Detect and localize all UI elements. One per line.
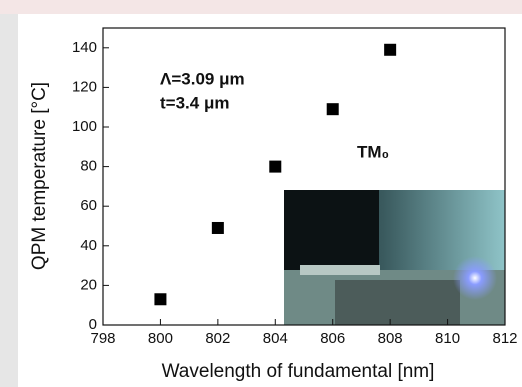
x-tick-label: 810: [435, 330, 460, 347]
data-point: [154, 293, 167, 306]
x-tick-label: 802: [205, 330, 230, 347]
y-tick-label: 120: [72, 78, 97, 95]
annotation: Λ=3.09 μm: [160, 69, 245, 88]
y-tick-label: 100: [72, 118, 97, 135]
y-tick-label: 140: [72, 39, 97, 56]
y-tick-label: 40: [80, 237, 97, 254]
x-tick-label: 798: [90, 330, 115, 347]
inset-photo: [284, 190, 505, 325]
x-tick-label: 808: [378, 330, 403, 347]
data-point: [326, 103, 339, 116]
side-strip: [0, 0, 18, 387]
x-axis-label: Wavelength of fundamental [nm]: [162, 361, 435, 382]
x-tick-label: 812: [492, 330, 517, 347]
y-tick-label: 20: [80, 276, 97, 293]
data-point: [384, 43, 397, 56]
x-tick-label: 806: [320, 330, 345, 347]
x-tick-label: 804: [263, 330, 288, 347]
top-strip: [0, 0, 522, 14]
annotation: t=3.4 μm: [160, 93, 229, 112]
plot-frame: [102, 27, 506, 326]
x-tick-label: 800: [148, 330, 173, 347]
y-tick-label: 60: [80, 197, 97, 214]
data-point: [211, 221, 224, 234]
y-tick-label: 80: [80, 158, 97, 175]
data-point: [269, 160, 282, 173]
y-axis-label: QPM temperature [°C]: [29, 82, 50, 270]
y-tick-label: 0: [89, 316, 97, 333]
annotation: TM₀: [357, 142, 389, 161]
